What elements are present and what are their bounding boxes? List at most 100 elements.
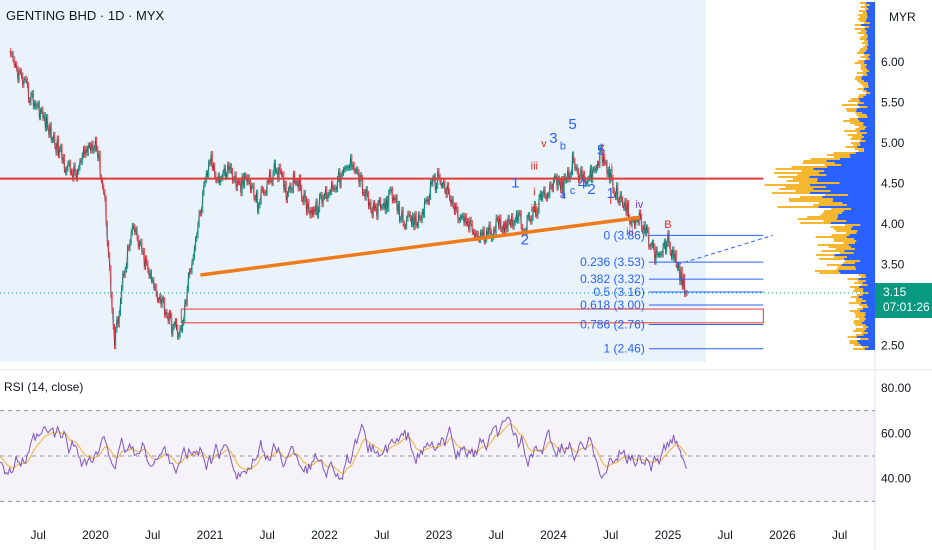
volume-bar-down — [860, 64, 867, 66]
time-axis-tick: 2025 — [655, 528, 682, 542]
volume-bar-up — [862, 134, 875, 136]
volume-bar-down — [861, 42, 868, 44]
volume-bar-up — [856, 108, 875, 110]
volume-bar-up — [849, 234, 875, 236]
volume-bar-down — [856, 294, 863, 296]
price-axis-tick: 4.50 — [881, 177, 905, 191]
time-axis-tick: 2022 — [311, 528, 338, 542]
volume-bar-up — [866, 328, 875, 330]
time-axis-tick: 2024 — [540, 528, 567, 542]
volume-bar-down — [801, 170, 825, 172]
volume-bar-up — [866, 304, 875, 306]
volume-bar-up — [863, 334, 875, 336]
volume-bar-down — [863, 86, 869, 88]
volume-bar-up — [859, 142, 875, 144]
volume-bar-down — [858, 14, 868, 16]
volume-bar-down — [863, 34, 868, 36]
volume-bar-up — [866, 276, 875, 278]
volume-bar-down — [862, 306, 869, 308]
volume-bar-down — [785, 186, 826, 188]
volume-bar-down — [795, 190, 831, 192]
price-axis-tick: 5.00 — [881, 136, 905, 150]
volume-bar-up — [866, 18, 875, 20]
volume-bar-up — [864, 316, 875, 318]
volume-bar-down — [862, 12, 867, 14]
volume-bar-down — [859, 82, 868, 84]
fib-level-label: 0.618 (3.00) — [580, 298, 645, 312]
volume-bar-up — [856, 240, 875, 242]
volume-bar-down — [802, 162, 835, 164]
volume-bar-down — [819, 272, 841, 274]
volume-bar-up — [865, 280, 875, 282]
volume-bar-down — [845, 108, 857, 110]
volume-bar-up — [868, 84, 875, 86]
volume-bar-up — [868, 346, 875, 348]
volume-bar-down — [846, 110, 857, 112]
wave-label: 2 — [521, 231, 529, 248]
volume-bar-down — [861, 292, 869, 294]
volume-bar-down — [848, 100, 860, 102]
volume-bar-down — [858, 94, 867, 96]
volume-bar-down — [863, 46, 868, 48]
volume-bar-down — [788, 198, 833, 200]
price-axis-tick: 3.50 — [881, 258, 905, 272]
currency-label[interactable]: MYR — [889, 10, 916, 24]
volume-bar-up — [813, 168, 875, 170]
volume-bar-down — [831, 208, 852, 210]
rsi-axis-tick: 80.00 — [881, 381, 911, 395]
volume-bar-up — [866, 68, 875, 70]
volume-bar-up — [867, 36, 875, 38]
volume-bar-up — [862, 298, 875, 300]
volume-bar-up — [857, 340, 875, 342]
rsi-axis-tick: 40.00 — [881, 472, 911, 486]
support-trendline — [200, 215, 640, 277]
volume-bar-down — [854, 124, 864, 126]
wave-label: b — [560, 140, 566, 152]
volume-bar-up — [846, 220, 875, 222]
volume-bar-up — [856, 268, 875, 270]
volume-bar-down — [833, 238, 854, 240]
volume-bar-down — [845, 146, 858, 148]
volume-bar-up — [867, 74, 875, 76]
volume-bar-up — [849, 154, 875, 156]
volume-bar-down — [854, 28, 865, 30]
volume-bar-up — [842, 202, 875, 204]
volume-bar-down — [858, 116, 868, 118]
volume-bar-up — [864, 80, 875, 82]
volume-bar-down — [844, 130, 861, 132]
volume-bar-down — [864, 26, 870, 28]
volume-bar-down — [856, 334, 864, 336]
volume-bar-down — [854, 312, 866, 314]
volume-bar-down — [865, 92, 871, 94]
volume-bar-down — [836, 230, 858, 232]
volume-bar-down — [853, 330, 865, 332]
volume-bar-up — [863, 150, 875, 152]
volume-bar-up — [858, 104, 875, 106]
volume-bar-up — [816, 180, 875, 182]
volume-bar-up — [863, 96, 875, 98]
volume-bar-up — [857, 230, 875, 232]
volume-bar-down — [850, 122, 864, 124]
volume-bar-down — [859, 106, 868, 108]
time-axis-tick: Jul — [603, 528, 618, 542]
volume-bar-down — [855, 298, 863, 300]
volume-bar-up — [862, 308, 875, 310]
volume-bar-up — [861, 78, 875, 80]
volume-bar-up — [858, 278, 875, 280]
wave-label: 5 — [568, 116, 576, 133]
volume-bar-down — [855, 316, 865, 318]
volume-bar-up — [862, 112, 875, 114]
price-axis-tick: 5.50 — [881, 96, 905, 110]
volume-bar-down — [859, 20, 867, 22]
chart-title: GENTING BHD · 1D · MYX — [6, 8, 165, 23]
volume-bar-up — [869, 26, 875, 28]
volume-bar-up — [844, 258, 875, 260]
volume-bar-down — [834, 256, 848, 258]
volume-bar-up — [819, 172, 875, 174]
volume-bar-down — [824, 194, 848, 196]
fibonacci-levels: 0 (3.86) 0.236 (3.53) 0.382 (3.32)0.5 (3.1… — [580, 228, 764, 356]
volume-bar-up — [863, 288, 875, 290]
volume-bar-down — [847, 278, 859, 280]
volume-bar-up — [859, 260, 875, 262]
